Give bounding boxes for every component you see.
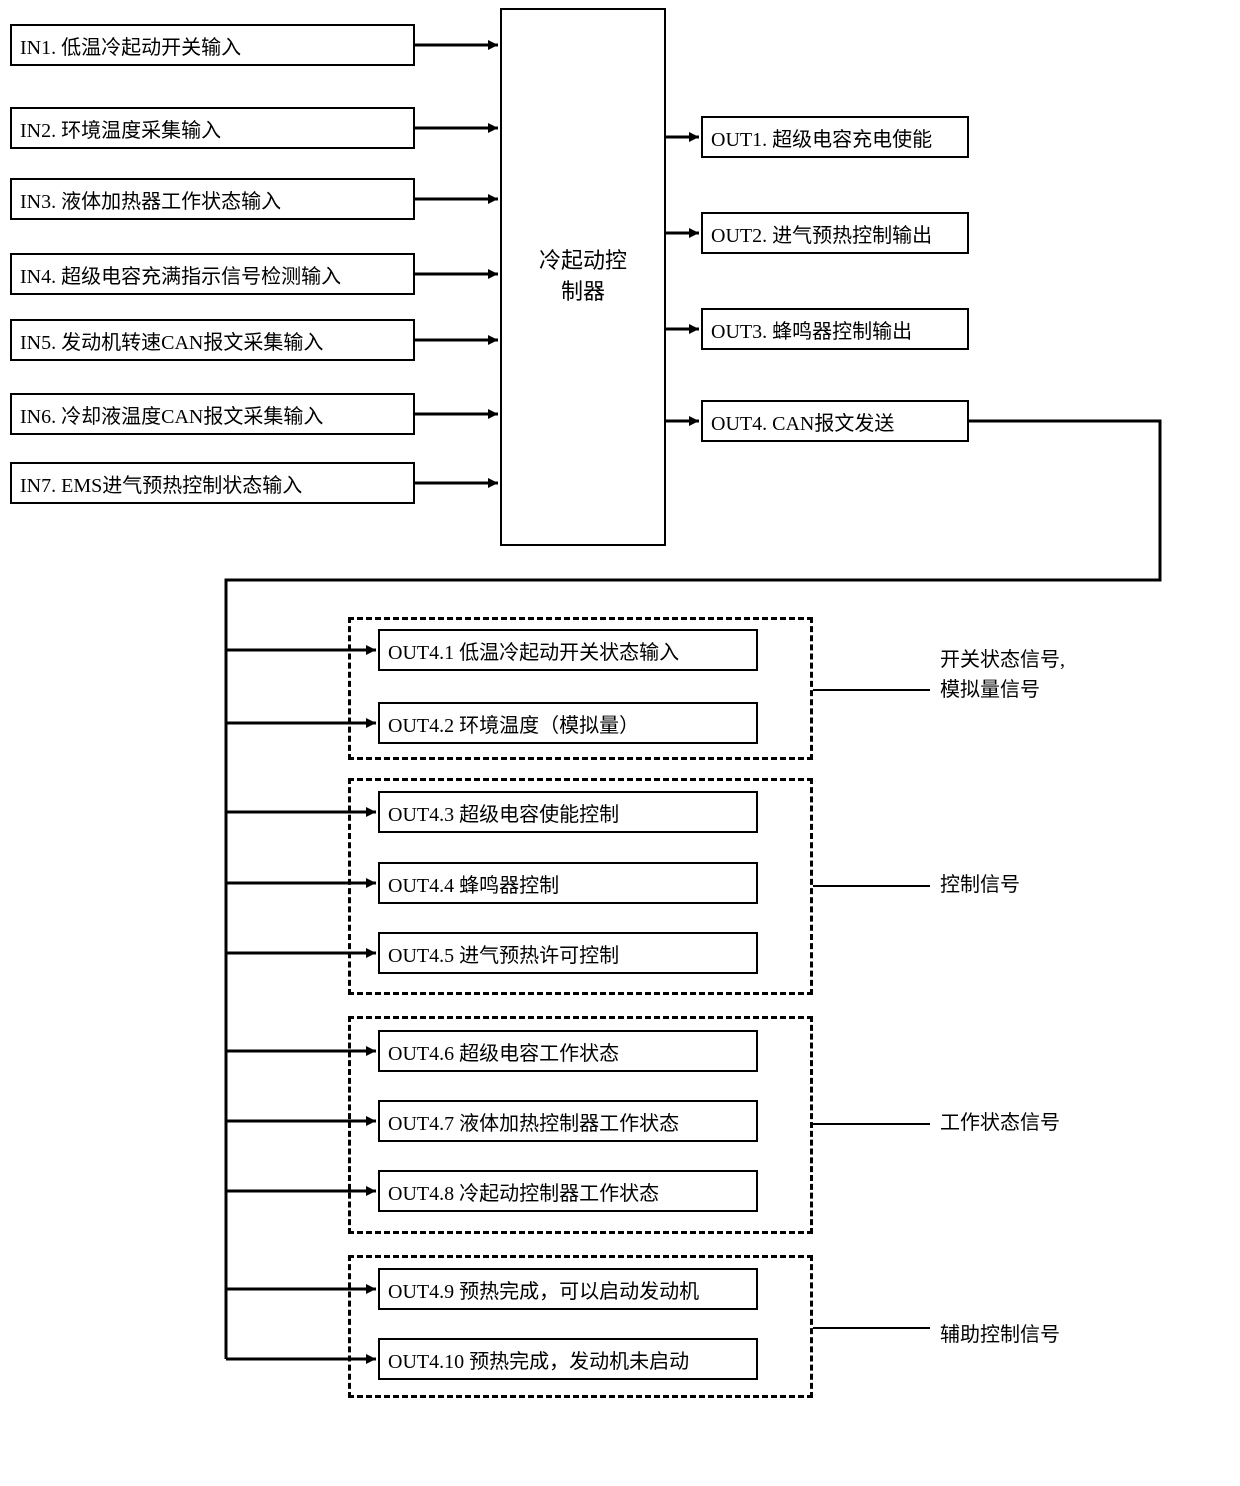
input-box: IN3. 液体加热器工作状态输入 (10, 178, 415, 220)
category-label: 控制信号 (940, 870, 1020, 900)
input-label: IN3. 液体加热器工作状态输入 (20, 185, 281, 214)
output-box: OUT4. CAN报文发送 (701, 400, 969, 442)
out4-item-label: OUT4.9 预热完成，可以启动发动机 (388, 1275, 699, 1304)
output-box: OUT3. 蜂鸣器控制输出 (701, 308, 969, 350)
out4-item-box: OUT4.7 液体加热控制器工作状态 (378, 1100, 758, 1142)
input-box: IN2. 环境温度采集输入 (10, 107, 415, 149)
out4-item-box: OUT4.5 进气预热许可控制 (378, 932, 758, 974)
controller-box: 冷起动控 制器 (500, 8, 666, 546)
input-label: IN6. 冷却液温度CAN报文采集输入 (20, 400, 323, 429)
out4-item-label: OUT4.6 超级电容工作状态 (388, 1037, 619, 1066)
input-box: IN6. 冷却液温度CAN报文采集输入 (10, 393, 415, 435)
out4-item-label: OUT4.2 环境温度（模拟量） (388, 709, 639, 738)
input-box: IN1. 低温冷起动开关输入 (10, 24, 415, 66)
input-label: IN1. 低温冷起动开关输入 (20, 31, 241, 60)
category-label: 辅助控制信号 (940, 1320, 1060, 1350)
out4-item-label: OUT4.1 低温冷起动开关状态输入 (388, 636, 679, 665)
input-label: IN2. 环境温度采集输入 (20, 114, 221, 143)
output-label: OUT4. CAN报文发送 (711, 407, 894, 436)
out4-item-box: OUT4.10 预热完成，发动机未启动 (378, 1338, 758, 1380)
output-label: OUT2. 进气预热控制输出 (711, 219, 932, 248)
output-box: OUT2. 进气预热控制输出 (701, 212, 969, 254)
output-box: OUT1. 超级电容充电使能 (701, 116, 969, 158)
output-label: OUT1. 超级电容充电使能 (711, 123, 932, 152)
out4-item-box: OUT4.4 蜂鸣器控制 (378, 862, 758, 904)
out4-item-box: OUT4.6 超级电容工作状态 (378, 1030, 758, 1072)
output-label: OUT3. 蜂鸣器控制输出 (711, 315, 912, 344)
controller-label: 冷起动控 制器 (539, 246, 627, 308)
category-label: 开关状态信号, 模拟量信号 (940, 645, 1065, 705)
out4-item-label: OUT4.4 蜂鸣器控制 (388, 869, 559, 898)
out4-item-label: OUT4.8 冷起动控制器工作状态 (388, 1177, 659, 1206)
input-box: IN4. 超级电容充满指示信号检测输入 (10, 253, 415, 295)
input-label: IN5. 发动机转速CAN报文采集输入 (20, 326, 323, 355)
out4-item-label: OUT4.3 超级电容使能控制 (388, 798, 619, 827)
input-label: IN4. 超级电容充满指示信号检测输入 (20, 260, 341, 289)
input-label: IN7. EMS进气预热控制状态输入 (20, 469, 302, 498)
category-label: 工作状态信号 (940, 1108, 1060, 1138)
out4-item-label: OUT4.5 进气预热许可控制 (388, 939, 619, 968)
input-box: IN5. 发动机转速CAN报文采集输入 (10, 319, 415, 361)
out4-item-box: OUT4.8 冷起动控制器工作状态 (378, 1170, 758, 1212)
out4-item-box: OUT4.3 超级电容使能控制 (378, 791, 758, 833)
input-box: IN7. EMS进气预热控制状态输入 (10, 462, 415, 504)
out4-item-box: OUT4.2 环境温度（模拟量） (378, 702, 758, 744)
out4-item-label: OUT4.7 液体加热控制器工作状态 (388, 1107, 679, 1136)
out4-item-box: OUT4.1 低温冷起动开关状态输入 (378, 629, 758, 671)
out4-item-label: OUT4.10 预热完成，发动机未启动 (388, 1345, 689, 1374)
out4-item-box: OUT4.9 预热完成，可以启动发动机 (378, 1268, 758, 1310)
